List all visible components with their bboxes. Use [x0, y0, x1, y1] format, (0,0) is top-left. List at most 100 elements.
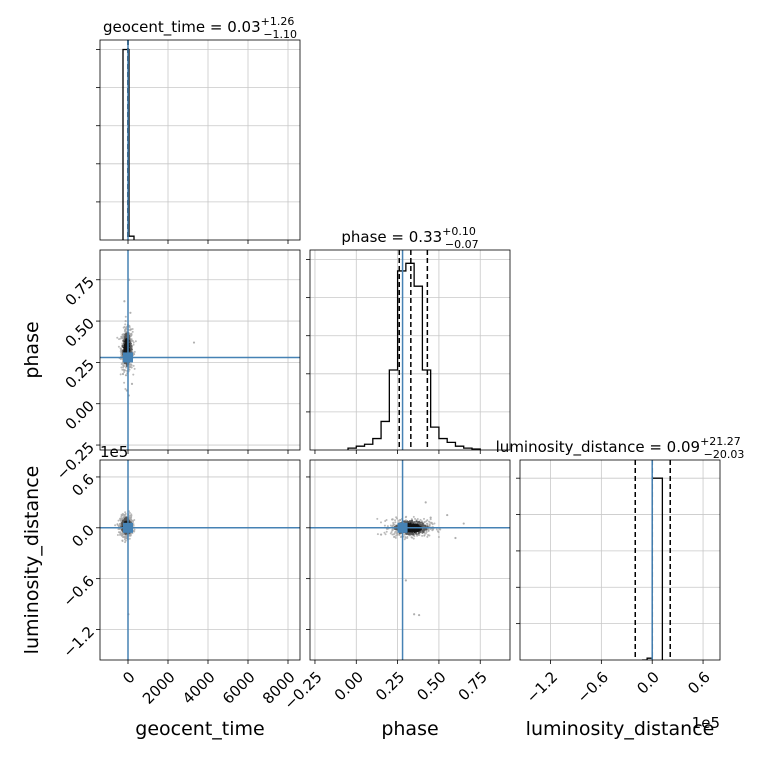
sample-point	[394, 519, 397, 522]
sample-point	[133, 530, 136, 533]
sample-point	[123, 348, 126, 351]
sample-point	[129, 363, 132, 366]
sample-point	[419, 518, 422, 521]
y-tick-label: −0.6	[60, 572, 98, 610]
sample-point	[123, 330, 126, 333]
sample-point	[124, 335, 127, 338]
sample-point	[425, 528, 428, 531]
x-axis-label: phase	[381, 718, 438, 740]
y-axis-label: luminosity_distance	[21, 466, 43, 655]
sample-point	[395, 524, 398, 527]
sample-point	[383, 531, 386, 534]
sample-point	[124, 521, 127, 524]
x-tick-label: 0.25	[372, 668, 408, 704]
x-tick-label: 6000	[219, 668, 259, 708]
sample-point	[124, 323, 127, 326]
y-tick-label: 0.00	[62, 397, 98, 433]
sample-point	[134, 340, 137, 343]
x-axis-label: geocent_time	[135, 718, 264, 740]
sample-point	[433, 522, 436, 525]
sample-point	[125, 342, 128, 345]
sample-point	[411, 536, 414, 539]
title-sup: +1.26	[261, 15, 295, 28]
sample-point	[417, 524, 420, 527]
marginal-luminosity-distance: luminosity_distance = 0.09+21.27 −20.03	[496, 435, 745, 664]
x-tick-label: 0.6	[684, 668, 714, 698]
y-tick-label: 0.50	[62, 314, 98, 350]
sample-point	[416, 518, 419, 521]
marginal-geocent-time: geocent_time = 0.03+1.26 −1.10	[96, 15, 301, 244]
sample-point	[418, 523, 421, 526]
sample-point	[121, 512, 124, 515]
y-offset-label: 1e5	[100, 443, 128, 461]
sample-point	[128, 537, 131, 540]
histogram-geocent-time	[122, 48, 135, 240]
sample-point	[383, 524, 386, 527]
sample-point	[192, 341, 196, 344]
sample-point	[118, 338, 121, 341]
sample-point	[390, 518, 393, 521]
title-sub: −20.03	[704, 448, 745, 461]
sample-point	[379, 521, 382, 524]
sample-point	[128, 516, 131, 519]
sample-point	[414, 532, 417, 535]
sample-point	[131, 330, 134, 333]
sample-point	[406, 520, 409, 523]
sample-point	[123, 381, 126, 384]
pair-phase-vs-luminosity-distance-frame	[309, 459, 511, 661]
sample-point	[116, 533, 119, 536]
sample-point	[417, 530, 420, 533]
sample-point	[120, 347, 123, 350]
sample-point	[408, 529, 411, 532]
sample-point	[421, 524, 424, 527]
sample-point	[132, 364, 135, 367]
x-tick-label: 2000	[139, 668, 179, 708]
sample-point	[124, 319, 127, 323]
pair-geocent-time-vs-phase-frame	[99, 249, 301, 451]
sample-point	[376, 517, 379, 520]
sample-point	[124, 333, 127, 336]
sample-point	[394, 521, 397, 524]
sample-point	[393, 535, 396, 538]
sample-point	[130, 513, 133, 516]
sample-point	[399, 535, 402, 538]
sample-point	[417, 521, 420, 524]
sample-point	[124, 340, 127, 343]
sample-point	[409, 520, 412, 523]
x-tick-label: 0	[119, 668, 138, 687]
sample-point	[124, 511, 127, 514]
sample-point	[426, 535, 429, 538]
sample-point	[130, 339, 133, 342]
sample-point	[428, 524, 431, 527]
sample-point	[415, 520, 418, 523]
sample-point	[429, 518, 432, 521]
pair-phase-vs-luminosity-distance	[306, 459, 511, 664]
sample-point	[124, 374, 127, 377]
sample-point	[123, 515, 126, 518]
sample-point	[427, 529, 430, 532]
sample-point	[422, 522, 425, 525]
y-tick-label: 0.0	[68, 521, 98, 551]
title-main: geocent_time = 0.03	[103, 18, 261, 37]
sample-point	[125, 518, 128, 521]
sample-point	[391, 528, 394, 531]
sample-point	[396, 533, 399, 536]
sample-point	[123, 346, 126, 349]
marginal-phase-frame	[309, 249, 511, 451]
sample-point	[429, 528, 432, 531]
pair-geocent-time-vs-luminosity-distance-frame	[99, 459, 301, 661]
x-axis-label: luminosity_distance	[526, 718, 715, 740]
sample-point	[394, 531, 397, 534]
sample-point	[454, 536, 457, 540]
x-tick-label: 0.0	[633, 668, 663, 698]
sample-point	[389, 524, 392, 527]
sample-point	[130, 338, 133, 341]
sample-point	[122, 345, 125, 348]
sample-point	[437, 535, 440, 538]
title-sup: +21.27	[700, 435, 741, 448]
sample-point	[129, 329, 132, 332]
sample-point	[125, 345, 128, 348]
sample-point	[417, 613, 421, 617]
sample-point	[426, 525, 429, 528]
